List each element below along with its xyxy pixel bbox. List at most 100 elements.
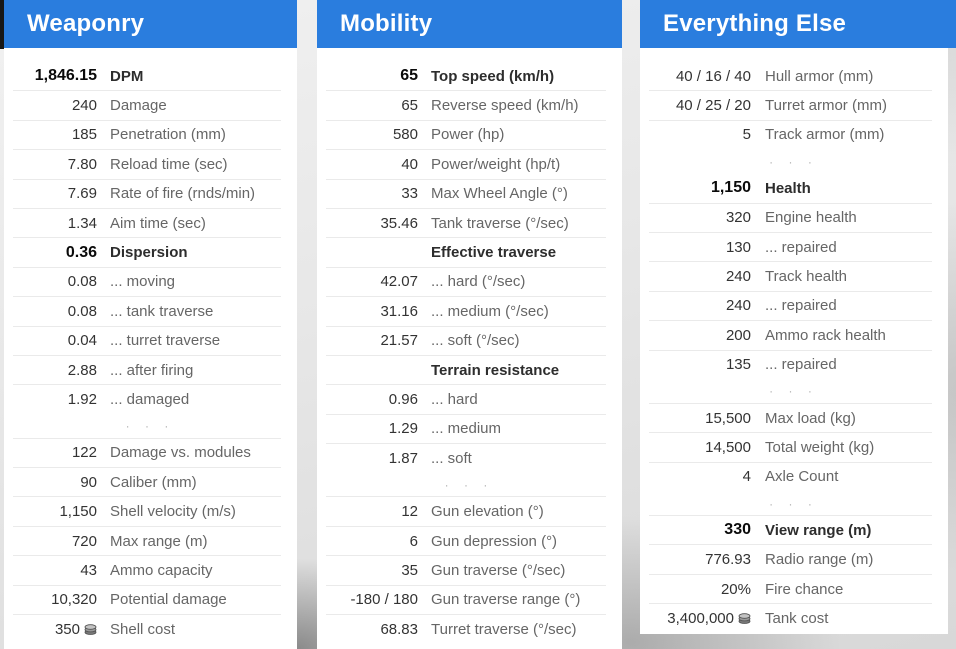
stat-label: Penetration (mm) (110, 126, 226, 144)
stat-label: Max Wheel Angle (°) (431, 185, 568, 203)
stat-value: 185 (71, 126, 97, 144)
stat-label: Shell cost (110, 620, 176, 638)
stat-label: Hull armor (mm) (765, 67, 874, 85)
stat-row: -180 / 180 Gun traverse range (°) (326, 586, 606, 616)
stat-label: ... moving (110, 273, 176, 291)
stat-row: 65 Reverse speed (km/h) (326, 91, 606, 121)
credits-coin-icon (84, 624, 97, 635)
stat-row: 33 Max Wheel Angle (°) (326, 180, 606, 209)
stat-row: 1.92 ... damaged (13, 385, 281, 414)
stat-label: Dispersion (110, 244, 188, 262)
stat-value: 200 (725, 326, 751, 344)
stat-label: ... repaired (765, 297, 837, 315)
stat-label: Damage vs. modules (110, 444, 251, 462)
stat-label: ... soft (°/sec) (431, 332, 520, 350)
ellipsis-row: · · · (13, 415, 281, 439)
stat-label: ... repaired (765, 356, 837, 374)
stat-row: 0.36 Dispersion (13, 238, 281, 268)
stat-label: Ammo rack health (765, 326, 886, 344)
stat-row: 200 Ammo rack health (649, 321, 932, 351)
stat-value: 0.04 (67, 332, 97, 350)
stat-row: Terrain resistance (326, 356, 606, 386)
stat-value: 12 (401, 503, 418, 521)
stat-label: ... turret traverse (110, 332, 221, 350)
stat-value: 15,500 (705, 409, 751, 427)
stat-row: 350 Shell cost (13, 615, 281, 644)
stat-row: 15,500 Max load (kg) (649, 404, 932, 434)
stat-value: 68.83 (380, 620, 418, 638)
stat-label: ... medium (°/sec) (431, 302, 549, 320)
stat-row: 1.34 Aim time (sec) (13, 209, 281, 239)
stat-row: 185 Penetration (mm) (13, 121, 281, 151)
stat-row: 1,846.15 DPM (13, 62, 281, 92)
stat-label: Damage (110, 97, 167, 115)
stat-row: 0.96 ... hard (326, 385, 606, 415)
stat-value: 1,846.15 (34, 67, 97, 85)
stat-value: 33 (401, 185, 418, 203)
stat-label: Fire chance (765, 580, 844, 598)
stat-label: ... tank traverse (110, 302, 214, 320)
stat-value: 65 (401, 97, 418, 115)
background-dark-corner (0, 0, 4, 49)
stat-row: 7.69 Rate of fire (rnds/min) (13, 180, 281, 209)
panel-weaponry-header: Weaponry (4, 0, 297, 48)
stat-value: 0.96 (388, 390, 418, 408)
stat-row: 1.87 ... soft (326, 444, 606, 473)
stat-value: 20% (720, 580, 751, 598)
stat-value: 7.80 (67, 155, 97, 173)
stat-label: Power/weight (hp/t) (431, 155, 561, 173)
stat-row: 0.04 ... turret traverse (13, 327, 281, 356)
stat-value: 720 (71, 532, 97, 550)
stat-value: 35 (401, 561, 418, 579)
stat-label: Axle Count (765, 468, 839, 486)
stat-value: 4 (742, 468, 751, 486)
panel-title-weaponry: Weaponry (27, 10, 145, 37)
stat-value: 135 (725, 356, 751, 374)
stat-label: Gun traverse range (°) (431, 591, 581, 609)
stat-value: 240 (71, 97, 97, 115)
panel-mobility: Mobility 65 Top speed (km/h) 65 Reverse spe… (317, 0, 622, 649)
stat-label: ... repaired (765, 238, 837, 256)
stat-label: Aim time (sec) (110, 214, 206, 232)
stat-row: 43 Ammo capacity (13, 556, 281, 586)
stat-label: Reverse speed (km/h) (431, 97, 579, 115)
stat-row: 31.16 ... medium (°/sec) (326, 297, 606, 327)
stat-row: 65 Top speed (km/h) (326, 62, 606, 92)
stat-row: 40 / 16 / 40 Hull armor (mm) (649, 62, 932, 92)
panel-title-mobility: Mobility (340, 10, 433, 37)
stat-rows-everything-else: 40 / 16 / 40 Hull armor (mm) 40 / 25 / 20 T… (640, 48, 948, 634)
stat-value: 65 (400, 67, 418, 85)
stat-label: Terrain resistance (431, 361, 560, 379)
stat-value: 21.57 (380, 332, 418, 350)
stat-value: 42.07 (380, 273, 418, 291)
stat-value: 1.34 (67, 214, 97, 232)
stat-label: Track health (765, 268, 847, 286)
stat-value: 122 (71, 444, 97, 462)
stat-row: 1,150 Health (649, 174, 932, 204)
stat-row: 240 ... repaired (649, 292, 932, 322)
stat-row: 21.57 ... soft (°/sec) (326, 327, 606, 356)
stat-row: 0.08 ... moving (13, 268, 281, 298)
stat-value: 776.93 (705, 551, 751, 569)
stat-row: 776.93 Radio range (m) (649, 545, 932, 575)
stat-label: Turret armor (mm) (765, 97, 887, 115)
stat-row: 330 View range (m) (649, 516, 932, 546)
credits-coin-icon (738, 613, 751, 624)
stat-row: 580 Power (hp) (326, 121, 606, 151)
stat-value: 7.69 (67, 185, 97, 203)
stat-value: 1,150 (59, 503, 97, 521)
stat-value: 580 (392, 126, 418, 144)
stat-label: ... soft (431, 449, 472, 467)
stat-value: 130 (725, 238, 751, 256)
stat-value: 240 (725, 297, 751, 315)
panel-everything-else-header: Everything Else (640, 0, 956, 48)
stat-row: 40 / 25 / 20 Turret armor (mm) (649, 91, 932, 121)
stat-row: 14,500 Total weight (kg) (649, 433, 932, 463)
stat-value: 350 (13, 621, 97, 638)
stat-row: 42.07 ... hard (°/sec) (326, 268, 606, 298)
stat-row: 35 Gun traverse (°/sec) (326, 556, 606, 586)
stat-label: Top speed (km/h) (431, 67, 555, 85)
stat-label: Rate of fire (rnds/min) (110, 185, 256, 203)
stat-value: 330 (724, 521, 751, 539)
